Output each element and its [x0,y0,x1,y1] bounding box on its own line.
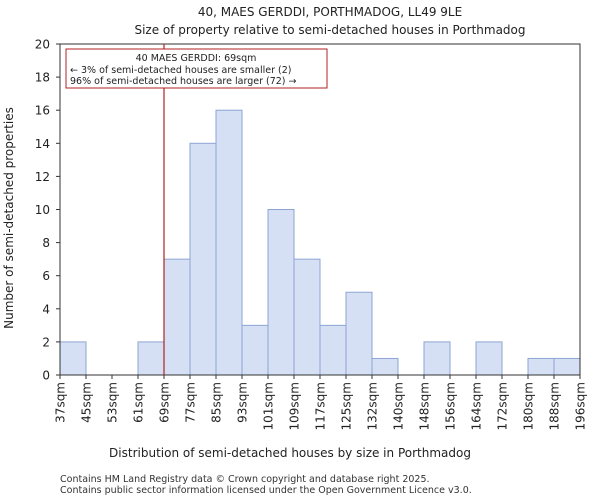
y-tick-label: 2 [42,335,50,349]
x-tick-labels: 37sqm 45sqm 53sqm 61sqm 69sqm 77sqm 85sqm 93sqm… [54,375,588,430]
y-tick-label: 0 [42,369,50,383]
x-tick-label: 37sqm [54,382,68,423]
x-tick-label: 148sqm [418,382,432,430]
bar-61sqm [137,341,165,376]
x-tick-label: 156sqm [444,382,458,430]
bar-148sqm [423,341,451,376]
footer-copyright: Contains HM Land Registry data © Crown c… [60,474,430,485]
y-tick-label: 14 [35,137,50,151]
annotation-box: 40 MAES GERDDI: 69sqm ← 3% of semi-detac… [65,48,328,89]
x-tick-label: 77sqm [184,382,198,423]
bar-125sqm [345,291,373,376]
y-tick-label: 12 [35,170,50,184]
y-tick-label: 10 [35,203,50,217]
x-tick-label: 69sqm [158,382,172,423]
y-tick-label: 16 [35,104,50,118]
x-tick-label: 45sqm [80,382,94,423]
x-tick-label: 188sqm [548,382,562,430]
x-tick-label: 125sqm [340,382,354,430]
bar-117sqm [319,324,347,376]
x-tick-label: 132sqm [366,382,380,430]
annotation-line-1: 40 MAES GERDDI: 69sqm [136,53,257,64]
bar-85sqm [215,109,243,376]
bar-77sqm [189,142,217,376]
y-tick-label: 20 [35,38,50,52]
y-tick-label: 18 [35,71,50,85]
annotation-frame [65,48,328,89]
x-tick-label: 172sqm [496,382,510,430]
bar-101sqm [267,209,295,376]
bar-109sqm [293,258,321,376]
plot-frame [59,43,581,376]
chart-title-line-2: Size of property relative to semi-detach… [134,23,525,37]
footer-licence: Contains public sector information licen… [60,485,472,496]
y-tick-label: 4 [42,302,50,316]
x-tick-label: 164sqm [470,382,484,430]
x-tick-label: 61sqm [132,382,146,423]
x-tick-label: 101sqm [262,382,276,430]
bar-37sqm [59,341,87,376]
x-tick-label: 93sqm [236,382,250,423]
x-tick-label: 196sqm [574,382,588,430]
bar-188sqm [553,357,581,376]
x-tick-label: 140sqm [392,382,406,430]
bar-164sqm [475,341,503,376]
bar-69sqm [163,258,191,376]
bar-132sqm [371,357,399,376]
x-tick-label: 53sqm [106,382,120,423]
bar-93sqm [241,324,269,376]
annotation-line-2: ← 3% of semi-detached houses are smaller… [70,65,291,76]
bars-group [59,109,581,376]
y-axis-label: Number of semi-detached properties [2,107,16,329]
annotation-line-3: 96% of semi-detached houses are larger (… [70,76,297,87]
y-tick-label: 8 [42,236,50,250]
y-tick-label: 6 [42,269,50,283]
chart-title-line-1: 40, MAES GERDDI, PORTHMADOG, LL49 9LE [198,5,462,19]
chart: 40, MAES GERDDI, PORTHMADOG, LL49 9LE Si… [2,5,588,460]
x-tick-label: 109sqm [288,382,302,430]
x-tick-label: 85sqm [210,382,224,423]
x-axis-label: Distribution of semi-detached houses by … [109,446,471,460]
y-tick-labels: 0 2 4 6 8 10 12 14 16 18 20 [35,38,60,383]
bar-180sqm [527,357,555,376]
x-tick-label: 180sqm [522,382,536,430]
x-tick-label: 117sqm [314,382,328,430]
